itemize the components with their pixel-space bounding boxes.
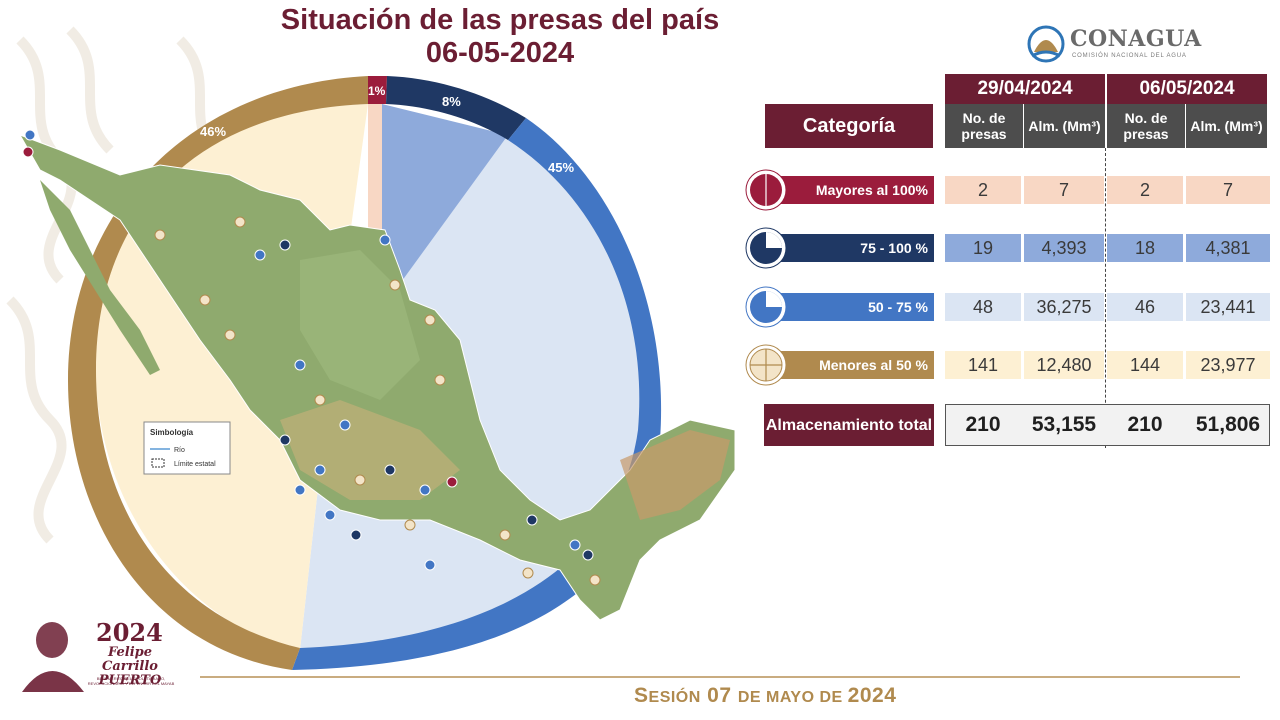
total-box bbox=[945, 404, 1270, 446]
cell-count-2: 46 bbox=[1107, 293, 1183, 321]
baja-california bbox=[40, 180, 160, 375]
cell-count-1: 2 bbox=[945, 176, 1021, 204]
footer-number: 07 bbox=[700, 684, 738, 707]
footer-de-1: DE bbox=[737, 689, 767, 706]
footer-session: SESIÓN 07 DE MAYO DE 2024 bbox=[634, 684, 896, 708]
legend-title: Simbología bbox=[150, 428, 194, 437]
cell-count-2: 18 bbox=[1107, 234, 1183, 262]
pie-quarter-icon bbox=[745, 344, 787, 386]
conagua-logo: CONAGUA COMISIÓN NACIONAL DEL AGUA bbox=[1026, 22, 1226, 68]
footer-divider bbox=[200, 676, 1240, 678]
emblem-subtitle: BENEMÉRITO DEL PROLETARIADO, REVOLUCIONA… bbox=[87, 676, 175, 686]
label-under-50: 46% bbox=[200, 124, 226, 139]
footer-prefix: S bbox=[634, 684, 649, 707]
cell-storage-2: 23,441 bbox=[1186, 293, 1270, 321]
row-label-50-75: 50 - 75 % bbox=[766, 293, 934, 321]
label-50-75: 45% bbox=[548, 160, 574, 175]
footer-prefix-small: ESIÓN bbox=[648, 689, 701, 706]
total-storage-1: 53,155 bbox=[1031, 413, 1097, 436]
legend-state-boundary: Límite estatal bbox=[174, 461, 216, 468]
row-label-under-50: Menores al 50 % bbox=[766, 351, 934, 379]
cell-count-2: 144 bbox=[1107, 351, 1183, 379]
cell-storage-1: 4,393 bbox=[1024, 234, 1104, 262]
emblem-year: 2024 bbox=[96, 618, 163, 647]
total-storage-2: 51,806 bbox=[1195, 413, 1261, 436]
cell-storage-2: 23,977 bbox=[1186, 351, 1270, 379]
cell-count-1: 48 bbox=[945, 293, 1021, 321]
pie-full-icon bbox=[745, 169, 787, 211]
cell-storage-2: 7 bbox=[1186, 176, 1270, 204]
cell-storage-2: 4,381 bbox=[1186, 234, 1270, 262]
subheader-count-2: No. de presas bbox=[1107, 104, 1185, 148]
subheader-count-1: No. de presas bbox=[945, 104, 1023, 148]
total-label: Almacenamiento total bbox=[764, 404, 934, 446]
label-over-100: 1% bbox=[368, 84, 386, 98]
total-count-2: 210 bbox=[1127, 413, 1163, 436]
anniversary-emblem: 2024 Felipe Carrillo PUERTO BENEMÉRITO D… bbox=[18, 614, 188, 700]
row-label-75-100: 75 - 100 % bbox=[766, 234, 934, 262]
logo-name: CONAGUA bbox=[1070, 26, 1202, 52]
cell-count-2: 2 bbox=[1107, 176, 1183, 204]
cell-count-1: 141 bbox=[945, 351, 1021, 379]
total-count-1: 210 bbox=[965, 413, 1001, 436]
row-label-over-100: Mayores al 100% bbox=[766, 176, 934, 204]
dam-markers bbox=[22, 129, 601, 586]
portrait-icon bbox=[22, 622, 84, 692]
conagua-emblem-icon bbox=[1027, 25, 1065, 63]
date-header-2: 06/05/2024 bbox=[1107, 74, 1267, 104]
title-date: 06-05-2024 bbox=[425, 37, 575, 69]
cell-storage-1: 7 bbox=[1024, 176, 1104, 204]
emblem-name: Felipe Carrillo PUERTO bbox=[98, 645, 162, 688]
title-line-1: Situación de las presas del país bbox=[280, 4, 720, 36]
footer-month: MAYO bbox=[766, 689, 815, 706]
cell-storage-1: 12,480 bbox=[1024, 351, 1104, 379]
footer-de-2: DE bbox=[814, 689, 848, 706]
map-legend: Simbología Río Límite estatal bbox=[143, 421, 231, 475]
ring-over-100 bbox=[368, 76, 387, 104]
category-header: Categoría bbox=[765, 104, 933, 148]
pie-half-icon bbox=[745, 286, 787, 328]
pie-three-quarter-icon bbox=[745, 227, 787, 269]
legend-river: Río bbox=[174, 447, 185, 454]
label-75-100: 8% bbox=[442, 94, 461, 109]
footer-year: 2024 bbox=[847, 684, 897, 707]
date-header-1: 29/04/2024 bbox=[945, 74, 1105, 104]
subheader-storage-2: Alm. (Mm³) bbox=[1186, 104, 1267, 148]
subheader-storage-1: Alm. (Mm³) bbox=[1024, 104, 1105, 148]
ring-75-100 bbox=[386, 76, 526, 140]
cell-count-1: 19 bbox=[945, 234, 1021, 262]
page-title: Situación de las presas del país 06-05-2… bbox=[200, 4, 800, 70]
cell-storage-1: 36,275 bbox=[1024, 293, 1104, 321]
date-divider bbox=[1105, 148, 1106, 448]
logo-subtitle: COMISIÓN NACIONAL DEL AGUA bbox=[1072, 53, 1187, 59]
